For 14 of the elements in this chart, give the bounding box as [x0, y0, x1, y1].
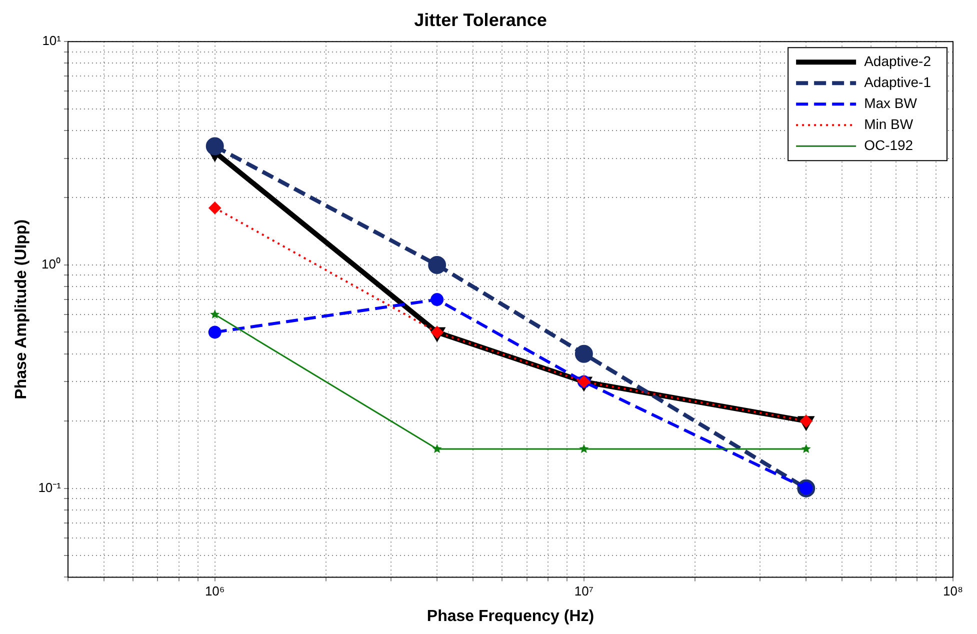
x-tick-label: 10⁶	[204, 584, 225, 599]
chart-title: Jitter Tolerance	[414, 10, 547, 30]
legend-label: Max BW	[864, 94, 918, 111]
legend-label: Min BW	[864, 116, 914, 132]
y-tick-label: 10⁻¹	[38, 480, 62, 495]
x-tick-label: 10⁸	[943, 584, 963, 599]
legend-label: Adaptive-2	[864, 52, 932, 69]
legend-label: OC-192	[864, 136, 914, 153]
y-tick-label: 10¹	[42, 33, 62, 48]
y-tick-label: 10⁰	[42, 256, 61, 272]
x-axis-title: Phase Frequency (Hz)	[426, 608, 594, 625]
y-axis-title: Phase Amplitude (UIpp)	[13, 219, 30, 400]
legend-label: Adaptive-1	[864, 74, 932, 90]
x-tick-label: 10⁷	[574, 584, 594, 599]
